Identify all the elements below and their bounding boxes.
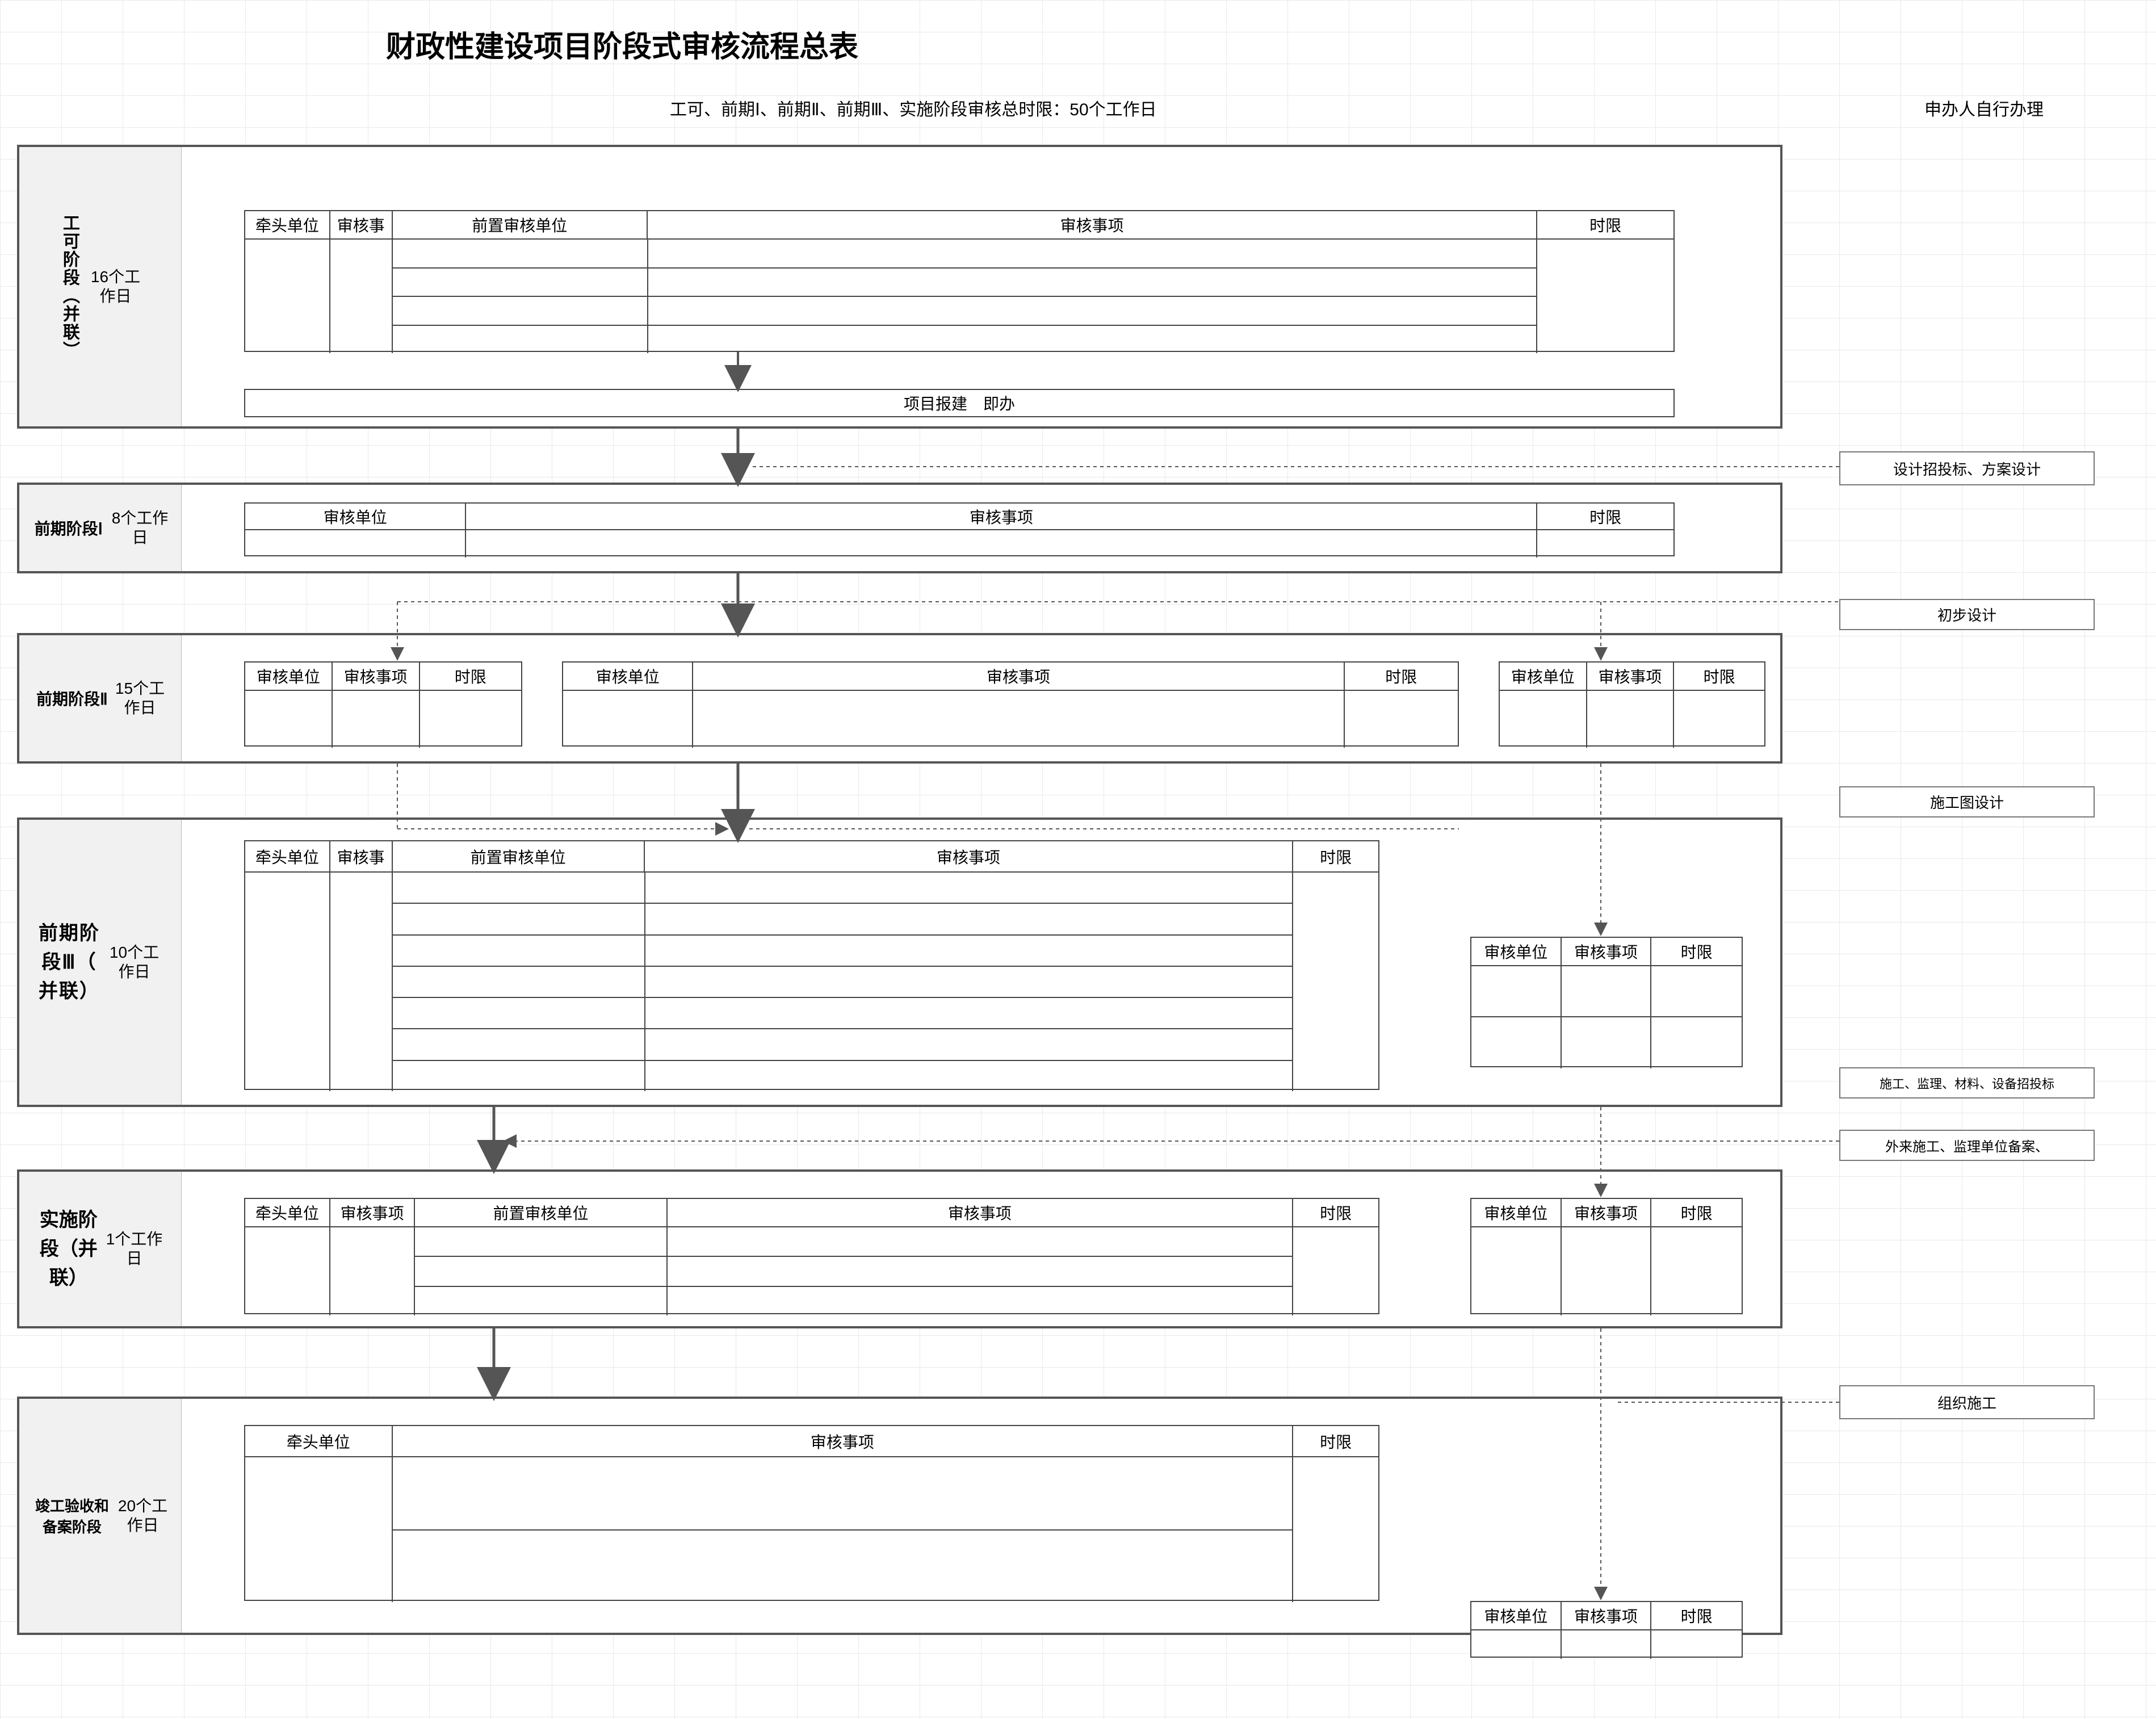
stage-4-table-main: 牵头单位 审核事 前置审核单位 审核事项 时限 — [244, 840, 1379, 1090]
stage-6-table-side: 审核单位 审核事项 时限 — [1470, 1601, 1743, 1658]
cell-time-limit: 时限 — [1537, 504, 1673, 529]
project-report-box: 项目报建 即办 — [244, 389, 1675, 417]
cell-review-item-full: 审核事项 — [333, 663, 420, 690]
stage-4-days: 10个工作日 — [106, 943, 162, 981]
cell-review-item-full: 审核事项 — [1562, 938, 1652, 965]
cell-time-limit: 时限 — [1345, 663, 1458, 690]
stage-6-name: 竣工验收和备案阶段 — [30, 1495, 115, 1537]
cell-lead-unit: 牵头单位 — [245, 1426, 393, 1456]
stage-5-days: 1个工作日 — [103, 1230, 166, 1268]
cell-time-limit: 时限 — [1293, 1199, 1378, 1226]
cell-review-item-full: 审核事项 — [1562, 1199, 1652, 1226]
cell-lead-unit: 牵头单位 — [245, 841, 330, 871]
stage-3-table-c: 审核单位 审核事项 时限 — [1499, 661, 1765, 747]
stage-5-name: 实施阶段（并联） — [35, 1206, 103, 1293]
cell-empty — [330, 240, 393, 353]
cell-time-limit: 时限 — [1293, 1426, 1378, 1456]
side-note-3: 施工图设计 — [1839, 786, 2095, 817]
side-note-6: 组织施工 — [1839, 1385, 2095, 1419]
cell-lead-unit: 牵头单位 — [245, 1199, 330, 1226]
stage-4-name: 前期阶段Ⅲ（并联） — [38, 919, 106, 1006]
side-note-5: 外来施工、监理单位备案、 — [1839, 1130, 2095, 1161]
stage-3-table-b: 审核单位 审核事项 时限 — [562, 661, 1459, 747]
stage-5-label: 实施阶段（并联） 1个工作日 — [19, 1172, 182, 1326]
cell-review-item-full: 审核事项 — [1562, 1602, 1652, 1629]
stage-1-days: 16个工作日 — [87, 267, 144, 305]
cell-time-limit: 时限 — [420, 663, 522, 690]
cell-review-item-full: 审核事项 — [393, 1426, 1294, 1456]
cell-time-limit: 时限 — [1537, 211, 1673, 238]
cell-time-limit: 时限 — [1651, 1602, 1742, 1629]
stage-3-days: 15个工作日 — [112, 679, 168, 717]
stage-5-table-side: 审核单位 审核事项 时限 — [1470, 1198, 1743, 1314]
side-note-2: 初步设计 — [1839, 599, 2095, 630]
cell-review-item-full: 审核事项 — [466, 504, 1537, 529]
stage-2-table: 审核单位 审核事项 时限 — [244, 502, 1675, 556]
cell-lead-unit: 牵头单位 — [245, 211, 330, 238]
cell-pre-review-unit: 前置审核单位 — [415, 1199, 667, 1226]
side-note-1: 设计招投标、方案设计 — [1839, 451, 2095, 485]
cell-review-item-full: 审核事项 — [645, 841, 1294, 871]
stage-1-name: 工可阶段（并联） — [57, 214, 87, 359]
cell-time-limit: 时限 — [1293, 841, 1378, 871]
stage-6-days: 20个工作日 — [115, 1496, 171, 1534]
cell-review-item-full: 审核事项 — [693, 663, 1344, 690]
cell-review-item-full: 审核事项 — [668, 1199, 1294, 1226]
cell-time-limit: 时限 — [1651, 1199, 1742, 1226]
cell-review-item: 审核事 — [330, 211, 393, 238]
cell-time-limit: 时限 — [1674, 663, 1764, 690]
cell-review-item-full: 审核事项 — [648, 211, 1537, 238]
cell-empty — [466, 530, 1537, 557]
page-title: 财政性建设项目阶段式审核流程总表 — [386, 23, 858, 65]
stage-1-label: 工可阶段（并联） 16个工作日 — [19, 147, 182, 426]
cell-review-item-full: 审核事项 — [1587, 663, 1675, 690]
stage-1-table: 牵头单位 审核事 前置审核单位 审核事项 时限 — [244, 210, 1675, 352]
stage-2-days: 8个工作日 — [108, 509, 172, 547]
cell-review-unit: 审核单位 — [1471, 1602, 1562, 1629]
applicant-header: 申办人自行办理 — [1924, 95, 2044, 120]
cell-review-unit: 审核单位 — [1471, 1199, 1562, 1226]
cell-pre-review-unit: 前置审核单位 — [393, 211, 648, 238]
stage-3-name: 前期阶段Ⅱ — [32, 687, 112, 710]
cell-review-item: 审核事 — [330, 841, 393, 871]
cell-review-item-full: 审核事项 — [330, 1199, 416, 1226]
cell-review-unit: 审核单位 — [245, 663, 333, 690]
cell-time-limit: 时限 — [1651, 938, 1742, 965]
stage-3-label: 前期阶段Ⅱ 15个工作日 — [19, 635, 182, 761]
cell-empty — [245, 240, 330, 353]
cell-empty — [1537, 530, 1673, 557]
cell-pre-review-unit: 前置审核单位 — [393, 841, 645, 871]
stage-4-label: 前期阶段Ⅲ（并联） 10个工作日 — [19, 820, 182, 1105]
cell-empty — [1537, 240, 1673, 353]
stage-2-label: 前期阶段Ⅰ 8个工作日 — [19, 485, 182, 571]
cell-review-unit: 审核单位 — [1500, 663, 1587, 690]
cell-review-unit: 审核单位 — [563, 663, 693, 690]
cell-review-unit: 审核单位 — [245, 504, 466, 529]
cell-empty — [245, 530, 466, 557]
stage-2-name: 前期阶段Ⅰ — [29, 517, 108, 539]
stage-6-table-main: 牵头单位 审核事项 时限 — [244, 1425, 1379, 1601]
side-note-4: 施工、监理、材料、设备招投标 — [1839, 1067, 2095, 1099]
stage-4-table-side: 审核单位 审核事项 时限 — [1470, 937, 1743, 1067]
cell-review-unit: 审核单位 — [1471, 938, 1562, 965]
stage-6-label: 竣工验收和备案阶段 20个工作日 — [19, 1399, 182, 1633]
subtitle: 工可、前期Ⅰ、前期Ⅱ、前期Ⅲ、实施阶段审核总时限：50个工作日 — [670, 95, 1157, 120]
stage-5-table-main: 牵头单位 审核事项 前置审核单位 审核事项 时限 — [244, 1198, 1379, 1314]
stage-3-table-a: 审核单位 审核事项 时限 — [244, 661, 522, 747]
